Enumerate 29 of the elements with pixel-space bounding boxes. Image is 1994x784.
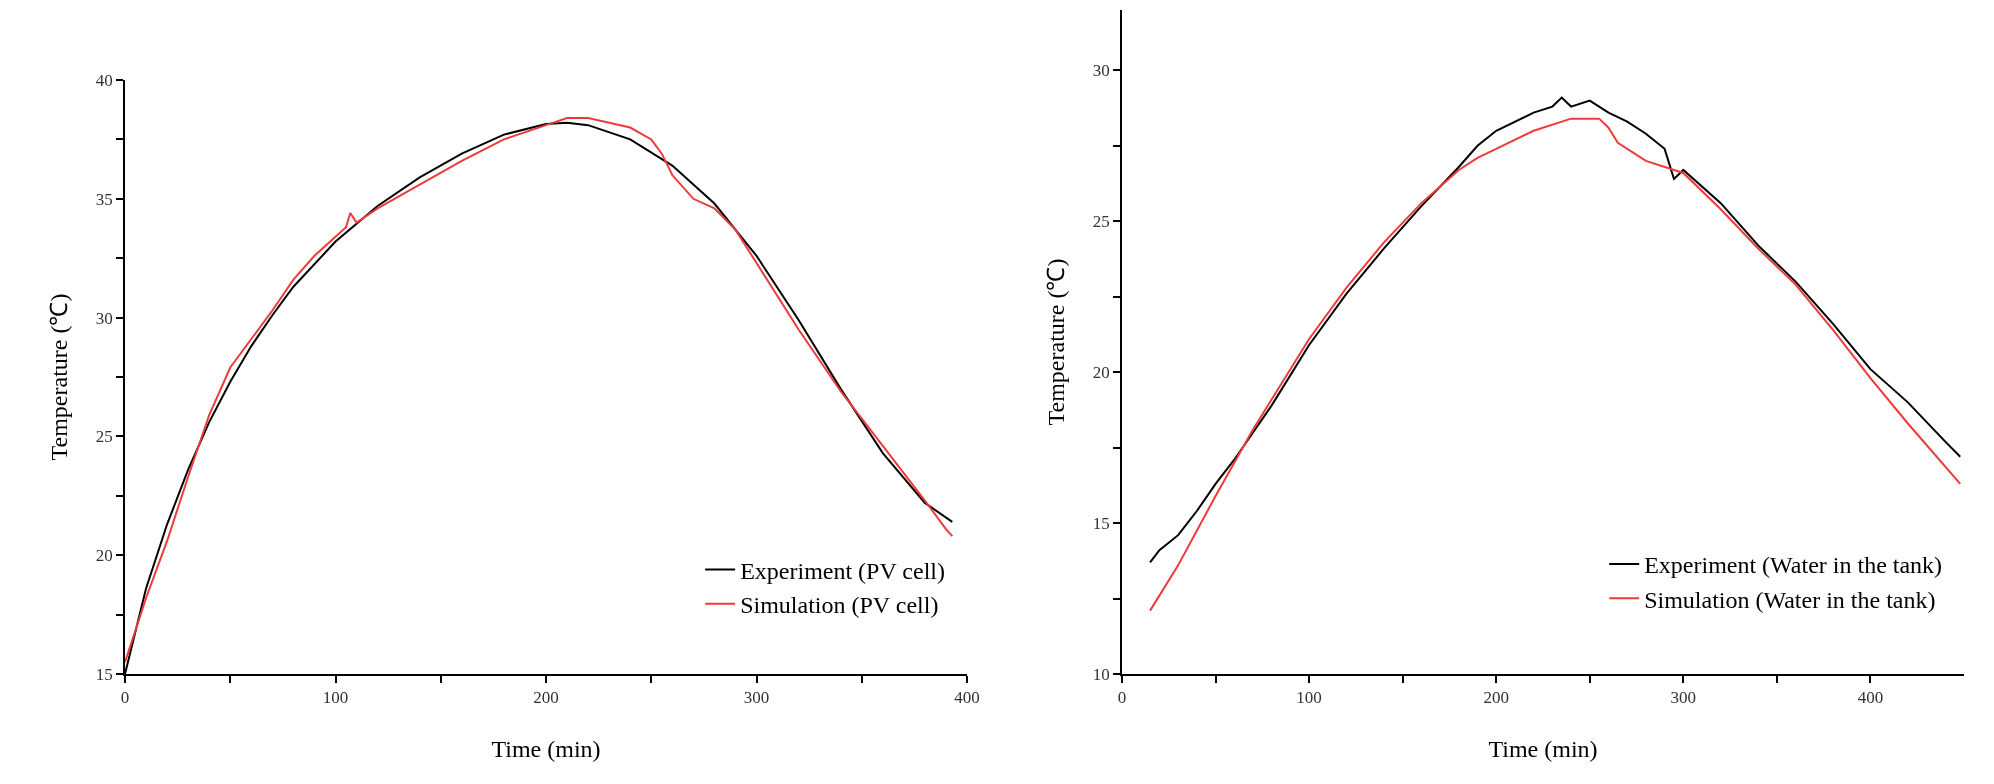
- y-tick-label: 20: [95, 546, 113, 566]
- y-tick-label: 10: [1092, 664, 1110, 684]
- y-tick-label: 15: [1092, 514, 1110, 534]
- x-tick-label: 200: [533, 688, 559, 708]
- y-tick-label: 30: [1092, 61, 1110, 81]
- y-tick-label: 25: [95, 427, 113, 447]
- x-tick-label: 200: [1483, 688, 1509, 708]
- y-tick-label: 25: [1092, 212, 1110, 232]
- x-tick-label: 0: [1117, 688, 1127, 708]
- y-tick-label: 15: [95, 664, 113, 684]
- x-tick-label: 100: [1296, 688, 1322, 708]
- legend-label: Experiment (PV cell): [740, 557, 945, 584]
- y-tick-label: 20: [1092, 363, 1110, 383]
- y-tick-label: 30: [95, 308, 113, 328]
- x-axis-title: Time (min): [1488, 735, 1598, 762]
- x-tick-label: 300: [743, 688, 770, 708]
- x-tick-label: 100: [322, 688, 349, 708]
- x-axis-title: Time (min): [491, 735, 601, 762]
- legend-label: Simulation (Water in the tank): [1644, 586, 1936, 613]
- legend-label: Experiment (Water in the tank): [1644, 552, 1943, 579]
- y-tick-label: 40: [95, 70, 113, 90]
- x-tick-label: 0: [120, 688, 130, 708]
- x-tick-label: 400: [1857, 688, 1884, 708]
- y-tick-label: 35: [95, 189, 113, 209]
- legend-label: Simulation (PV cell): [740, 592, 939, 619]
- y-axis-title: Temperature (℃): [1042, 258, 1069, 426]
- x-tick-label: 300: [1670, 688, 1697, 708]
- x-tick-label: 400: [954, 688, 980, 708]
- y-axis-title: Temperature (℃): [45, 293, 72, 461]
